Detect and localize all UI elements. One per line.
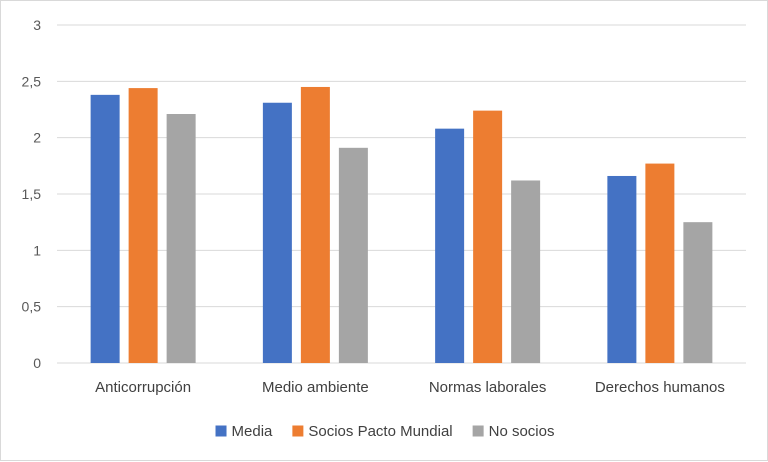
bar-no-socios-1	[338, 147, 368, 363]
x-category-label: Medio ambiente	[262, 379, 369, 396]
bar-socios-pacto-mundial-1	[300, 86, 330, 363]
bar-media-1	[262, 102, 292, 364]
x-category-label: Normas laborales	[429, 379, 547, 396]
y-tick-label: 0,5	[22, 299, 42, 315]
legend-swatch	[292, 425, 304, 437]
bar-media-2	[435, 128, 465, 363]
bar-no-socios-2	[511, 180, 541, 363]
bar-no-socios-0	[166, 114, 196, 363]
legend-label: No socios	[489, 423, 555, 440]
legend: Media Socios Pacto Mundial No socios	[215, 423, 555, 440]
bar-media-0	[90, 94, 120, 363]
y-axis-ticks: 0 0,5 1 1,5 2 2,5 3	[22, 17, 42, 371]
y-tick-label: 2,5	[22, 73, 42, 89]
y-tick-label: 2	[33, 130, 41, 146]
bar-socios-pacto-mundial-0	[128, 88, 158, 364]
bar-socios-pacto-mundial-3	[645, 163, 675, 363]
bar-media-3	[607, 175, 637, 363]
legend-label: Media	[232, 423, 274, 440]
legend-swatch	[472, 425, 484, 437]
gridlines	[57, 24, 746, 364]
x-category-label: Anticorrupción	[95, 379, 191, 396]
x-category-label: Derechos humanos	[595, 379, 725, 396]
legend-label: Socios Pacto Mundial	[308, 423, 452, 440]
bar-no-socios-3	[683, 222, 713, 363]
bars	[90, 86, 713, 364]
y-tick-label: 1	[33, 242, 41, 258]
bar-socios-pacto-mundial-2	[473, 110, 503, 363]
y-tick-label: 3	[33, 17, 41, 33]
y-tick-label: 0	[33, 355, 41, 371]
x-axis-categories: Anticorrupción Medio ambiente Normas labor…	[95, 379, 725, 396]
y-tick-label: 1,5	[22, 186, 42, 202]
legend-swatch	[215, 425, 227, 437]
